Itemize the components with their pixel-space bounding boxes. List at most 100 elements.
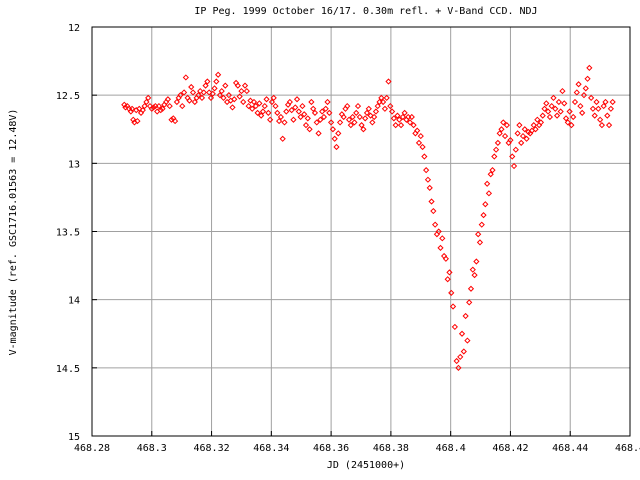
data-point	[372, 108, 380, 115]
data-point	[145, 94, 152, 102]
data-point	[150, 104, 157, 111]
data-point	[598, 122, 606, 129]
data-point	[356, 113, 363, 121]
data-point	[428, 198, 435, 205]
data-point	[439, 235, 446, 242]
data-point	[550, 94, 557, 102]
data-point	[604, 112, 611, 119]
data-point	[177, 92, 184, 99]
data-point	[498, 126, 505, 133]
data-point	[128, 105, 136, 112]
data-point	[234, 82, 241, 89]
data-point	[548, 102, 555, 110]
data-point	[458, 330, 466, 337]
data-point	[311, 109, 319, 116]
data-point	[220, 94, 227, 102]
data-point	[478, 221, 485, 228]
x-tick-label: 468.44	[552, 443, 588, 454]
data-point	[471, 272, 478, 279]
data-point	[297, 113, 304, 121]
data-point	[340, 113, 347, 121]
data-point	[557, 108, 564, 115]
data-point	[510, 162, 518, 170]
data-point	[466, 299, 473, 306]
data-point	[401, 109, 408, 116]
data-point	[597, 116, 604, 123]
data-point	[487, 171, 494, 178]
data-point	[209, 90, 216, 97]
data-point	[446, 269, 453, 276]
data-point	[589, 105, 597, 112]
data-point	[602, 98, 609, 106]
data-point	[473, 258, 480, 265]
data-point	[462, 312, 469, 320]
data-point	[367, 112, 374, 119]
data-point	[593, 98, 600, 106]
data-point	[206, 89, 213, 96]
data-point	[200, 89, 207, 96]
data-point	[568, 122, 575, 129]
data-point	[381, 105, 389, 112]
data-point	[157, 107, 164, 114]
data-point	[394, 112, 401, 119]
y-tick-label: 14.5	[56, 364, 80, 375]
data-point	[512, 146, 519, 153]
data-point	[586, 64, 593, 72]
data-point	[216, 92, 224, 99]
data-point	[500, 119, 507, 126]
data-point	[561, 100, 568, 107]
data-point	[279, 135, 286, 142]
data-point	[449, 303, 457, 310]
data-points	[121, 64, 616, 371]
x-axis-label: JD (2451000+)	[327, 460, 405, 471]
data-point	[322, 105, 329, 112]
data-point	[410, 122, 417, 129]
data-point	[444, 276, 451, 283]
data-point	[469, 266, 476, 273]
data-point	[270, 94, 277, 102]
data-point	[274, 109, 281, 116]
data-point	[295, 108, 302, 115]
data-point	[159, 105, 166, 112]
y-tick-label: 14	[68, 296, 80, 307]
data-point	[582, 85, 589, 92]
y-tick-label: 12.5	[56, 91, 80, 102]
data-point	[421, 153, 428, 160]
data-point	[292, 104, 299, 111]
data-point	[519, 132, 527, 140]
data-point	[136, 105, 143, 112]
data-point	[277, 113, 285, 121]
data-point	[534, 116, 541, 123]
data-point	[155, 102, 163, 110]
data-point	[579, 109, 586, 116]
y-tick-label: 15	[68, 432, 80, 443]
data-point	[241, 82, 249, 89]
data-point	[584, 75, 591, 82]
data-point	[345, 116, 353, 123]
data-point	[406, 119, 414, 126]
data-point	[179, 102, 186, 110]
data-point	[299, 102, 306, 110]
data-point	[455, 364, 462, 371]
data-point	[121, 101, 128, 108]
data-point	[415, 139, 423, 146]
data-point	[139, 107, 146, 114]
data-point	[451, 323, 458, 331]
x-tick-label: 468.36	[313, 443, 349, 454]
data-point	[218, 87, 225, 95]
data-point	[573, 89, 580, 96]
data-point	[580, 92, 588, 99]
data-point	[363, 109, 371, 116]
data-point	[408, 113, 415, 121]
data-point	[591, 112, 598, 119]
data-point	[240, 98, 247, 106]
data-point	[189, 89, 197, 96]
data-point	[577, 102, 584, 110]
data-point	[122, 104, 129, 111]
data-point	[317, 116, 324, 123]
y-axis-label: V-magnitude (ref. GSC1716.01563 = 12.48V…	[8, 109, 19, 356]
data-point	[245, 102, 252, 110]
data-point	[543, 100, 550, 107]
data-point	[302, 122, 310, 129]
data-point	[320, 113, 328, 121]
